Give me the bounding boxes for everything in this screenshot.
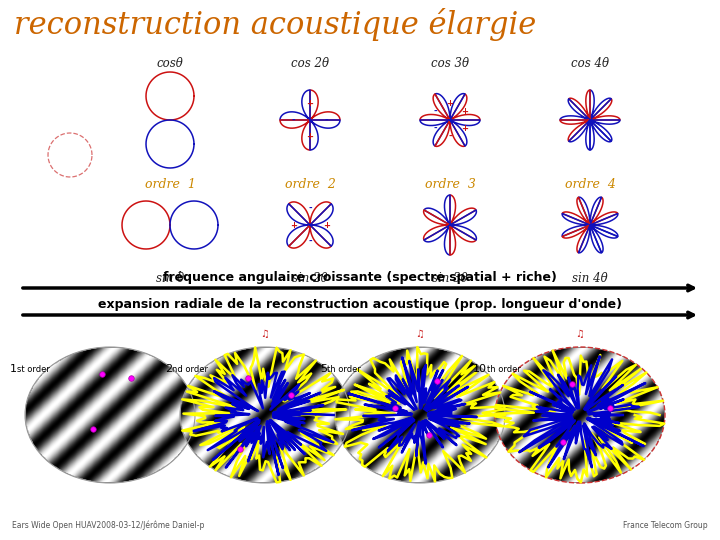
Text: ♫: ♫ [415,329,424,339]
Text: ♫: ♫ [575,329,585,339]
Text: sin 3θ: sin 3θ [432,272,468,285]
Text: nd order: nd order [172,365,208,374]
Text: cosθ: cosθ [156,57,184,70]
Text: ordre  2: ordre 2 [284,179,336,192]
Text: 10: 10 [473,364,487,374]
Text: sin 2θ: sin 2θ [292,272,328,285]
Text: -: - [434,107,438,116]
Text: sin θ: sin θ [156,272,184,285]
Text: cos 4θ: cos 4θ [571,57,609,70]
Text: ♫: ♫ [261,329,269,339]
Text: +: + [446,99,454,108]
Text: ordre  4: ordre 4 [564,179,616,192]
Text: -: - [292,116,295,125]
Text: -: - [308,237,312,246]
Text: 2: 2 [165,364,172,374]
Text: th order: th order [487,365,521,374]
Text: th order: th order [327,365,361,374]
Text: sin 4θ: sin 4θ [572,272,608,285]
Text: -: - [434,124,438,133]
Text: 1: 1 [10,364,17,374]
Text: 5: 5 [320,364,327,374]
Text: ordre  3: ordre 3 [425,179,475,192]
Text: fréquence angulaire croissante (spectre spatial + riche): fréquence angulaire croissante (spectre … [163,271,557,284]
Text: reconstruction acoustique élargie: reconstruction acoustique élargie [14,8,536,41]
Text: -: - [325,116,328,125]
Text: st order: st order [17,365,50,374]
Text: -: - [308,204,312,213]
Text: cos 2θ: cos 2θ [291,57,329,70]
Text: ordre  1: ordre 1 [145,179,195,192]
Text: France Telecom Group: France Telecom Group [624,521,708,530]
Text: +: + [307,132,313,141]
Text: +: + [461,124,468,133]
Text: +: + [307,99,313,108]
Text: +: + [290,220,297,230]
Text: +: + [461,107,468,116]
Text: expansion radiale de la reconstruction acoustique (prop. longueur d'onde): expansion radiale de la reconstruction a… [98,298,622,311]
Text: cos 3θ: cos 3θ [431,57,469,70]
Text: +: + [323,220,330,230]
Text: Ears Wide Open HUAV2008-03-12/Jérôme Daniel-p: Ears Wide Open HUAV2008-03-12/Jérôme Dan… [12,521,204,530]
Text: -: - [448,132,452,141]
